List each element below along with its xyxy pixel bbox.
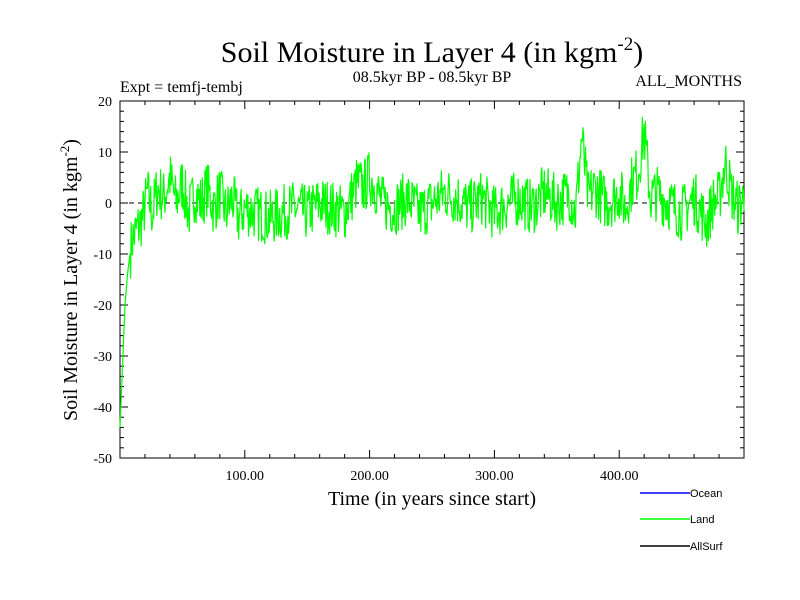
chart-title: Soil Moisture in Layer 4 (in kgm-2)	[221, 34, 643, 69]
y-tick-label: 10	[98, 146, 112, 161]
series-line-land	[119, 116, 745, 428]
series-group	[119, 116, 745, 428]
plot-frame	[119, 100, 745, 459]
y-tick-label: -50	[93, 452, 112, 467]
legend-label-allsurf: AllSurf	[690, 541, 723, 553]
y-tick-label: 0	[105, 197, 112, 212]
chart-subtitle: 08.5kyr BP - 08.5kyr BP	[353, 69, 512, 86]
legend: Ocean Land AllSurf	[640, 488, 723, 553]
x-tick-label: 200.00	[350, 469, 389, 484]
legend-label-land: Land	[690, 514, 714, 526]
y-tick-label: -30	[93, 350, 112, 365]
minor-ticks	[120, 101, 744, 458]
y-tick-label: 20	[98, 95, 112, 110]
x-axis-label: Time (in years since start)	[328, 488, 536, 510]
legend-label-ocean: Ocean	[690, 488, 722, 500]
experiment-label: Expt = temfj-tembj	[120, 79, 243, 96]
y-tick-label: -20	[93, 299, 112, 314]
y-axis-label: Soil Moisture in Layer 4 (in kgm-2)	[57, 139, 82, 421]
y-axis-ticks: -50 -40 -30 -20 -10 0 10 20	[93, 95, 744, 467]
y-tick-label: -40	[93, 401, 112, 416]
x-axis-ticks: 100.00 200.00 300.00 400.00	[226, 101, 639, 484]
months-label: ALL_MONTHS	[635, 73, 742, 90]
x-tick-label: 100.00	[226, 469, 265, 484]
x-tick-label: 300.00	[475, 469, 514, 484]
y-tick-label: -10	[93, 248, 112, 263]
x-tick-label: 400.00	[600, 469, 639, 484]
